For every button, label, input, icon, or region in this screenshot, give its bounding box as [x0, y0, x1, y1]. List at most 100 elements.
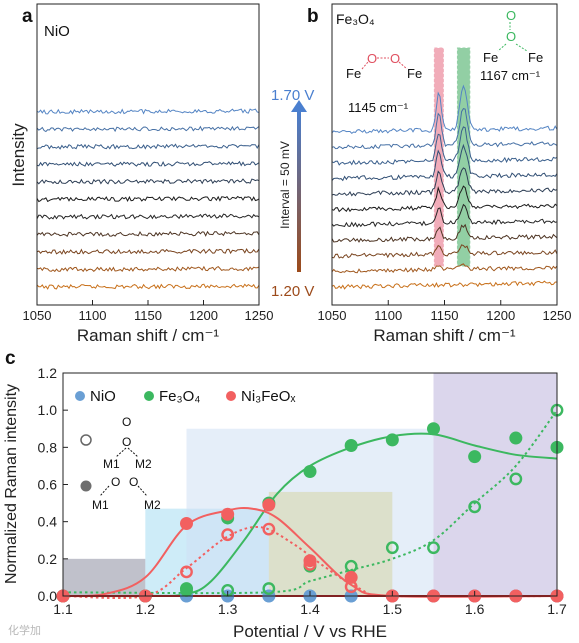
- data-point-filled: [303, 554, 317, 568]
- x-tick-label: 1.3: [218, 601, 238, 617]
- panel-b: 1050 1100 1150 1200 1250 Raman shift / cm⁻¹ b F…: [271, 3, 571, 345]
- data-point-open: [180, 565, 193, 579]
- x-tick-label: 1150: [431, 308, 459, 323]
- filled-symbol: [80, 480, 92, 492]
- panel-title: NiO: [44, 23, 70, 40]
- atom-label: O: [129, 475, 138, 489]
- spectrum-trace: [36, 125, 260, 133]
- y-tick-label: 1.2: [38, 365, 58, 381]
- atom-label: O: [506, 29, 516, 44]
- spectrum-trace: [331, 263, 558, 274]
- data-point-filled: [303, 464, 317, 478]
- bond: [115, 447, 127, 458]
- atom-label: O: [390, 51, 400, 66]
- spectrum-trace: [331, 280, 558, 290]
- data-point-open: [303, 558, 317, 571]
- peak-label-1145: 1145 cm⁻¹: [348, 100, 409, 115]
- interval-label: Interval = 50 mV: [278, 141, 292, 229]
- x-tick-label: 1200: [189, 308, 218, 323]
- legend-label: Fe₃O₄: [159, 388, 200, 405]
- atom-label: O: [122, 435, 131, 449]
- y-axis-label: Normalized Raman intensity: [3, 384, 20, 584]
- legend-label: NiO: [90, 388, 116, 405]
- x-tick-label: 1050: [318, 308, 347, 323]
- spectrum-trace: [36, 283, 260, 290]
- atom-label: O: [122, 415, 131, 429]
- spectrum-trace: [331, 185, 558, 213]
- spectrum-trace: [36, 195, 260, 203]
- data-point-filled: [427, 422, 440, 436]
- x-axis-label: Raman shift / cm⁻¹: [77, 326, 220, 345]
- potential-arrow-head: [291, 100, 307, 112]
- potential-region: [63, 558, 146, 596]
- x-tick-label: 1100: [374, 308, 402, 323]
- atom-label: Fe: [483, 50, 498, 65]
- spectrum-trace: [36, 265, 260, 273]
- x-tick-label: 1200: [486, 308, 515, 323]
- bond: [497, 43, 507, 52]
- x-axis-label: Raman shift / cm⁻¹: [373, 326, 516, 345]
- data-point-filled: [468, 450, 482, 464]
- atom-label: Fe: [407, 66, 422, 81]
- panel-letter: c: [5, 348, 16, 369]
- spectrum-trace: [36, 108, 260, 115]
- metal-label: M1: [92, 498, 109, 512]
- metal-label: M1: [103, 457, 120, 471]
- spectrum-trace: [331, 126, 558, 166]
- x-tick-label: 1.2: [136, 601, 156, 617]
- x-tick-label: 1250: [245, 308, 274, 323]
- data-point-open: [344, 580, 358, 594]
- watermark-text: 化学加: [8, 624, 41, 637]
- y-tick-label: 0.2: [38, 551, 58, 567]
- spectrum-trace: [36, 178, 260, 185]
- legend-marker: [75, 391, 85, 401]
- x-tick-label: 1050: [23, 308, 52, 323]
- bond: [398, 61, 408, 70]
- x-tick-label: 1.7: [547, 601, 567, 617]
- x-tick-label: 1.6: [465, 601, 485, 617]
- data-point-open: [262, 582, 276, 595]
- panel-c: 1.1 1.2 1.3 1.4 1.5 1.6 1.7 0.0 0.2 0.4 0.6 0.8 1.0 1…: [3, 348, 567, 641]
- data-point-filled: [221, 507, 235, 521]
- x-tick-label: 1.1: [53, 601, 73, 617]
- y-tick-label: 0.0: [38, 588, 58, 604]
- atom-label: O: [367, 51, 377, 66]
- atom-label: O: [506, 8, 516, 23]
- panel-a: 1050 1100 1150 1200 1250 Raman shift / cm⁻¹ aN…: [9, 3, 274, 345]
- data-point-filled: [344, 438, 358, 452]
- spectrum-trace: [331, 143, 558, 182]
- legend-marker: [226, 391, 236, 401]
- fit-line: [62, 409, 558, 595]
- atom-label: O: [111, 475, 120, 489]
- x-tick-label: 1150: [134, 308, 162, 323]
- atom-label: Fe: [346, 66, 361, 81]
- spectrum-trace: [36, 248, 260, 255]
- data-point-filled: [509, 431, 523, 445]
- panel-letter: b: [307, 6, 319, 27]
- panel-frame: [36, 3, 260, 306]
- spectrum-trace: [36, 230, 260, 237]
- y-tick-label: 0.8: [38, 439, 58, 455]
- bond: [127, 447, 139, 458]
- data-point-filled: [385, 433, 399, 447]
- potential-arrow-shaft: [297, 110, 301, 272]
- y-axis-label: Intensity: [9, 123, 28, 187]
- spectrum-trace: [331, 223, 558, 243]
- spectrum-trace: [331, 84, 558, 134]
- panel-title: Fe₃O₄: [336, 11, 375, 27]
- peak-label-1167: 1167 cm⁻¹: [480, 68, 541, 83]
- legend-marker: [144, 391, 154, 401]
- bond: [99, 485, 110, 497]
- potential-region: [268, 491, 393, 596]
- potential-top-label: 1.70 V: [271, 87, 314, 104]
- data-point-filled: [180, 517, 193, 531]
- potential-bottom-label: 1.20 V: [271, 283, 314, 300]
- atom-label: Fe: [528, 50, 543, 65]
- x-tick-label: 1.5: [383, 601, 403, 617]
- fit-line: [62, 506, 558, 598]
- data-point-open: [427, 541, 440, 555]
- data-point-open: [262, 522, 276, 536]
- metal-label: M2: [144, 498, 161, 512]
- open-symbol: [80, 434, 92, 446]
- bond: [361, 61, 369, 70]
